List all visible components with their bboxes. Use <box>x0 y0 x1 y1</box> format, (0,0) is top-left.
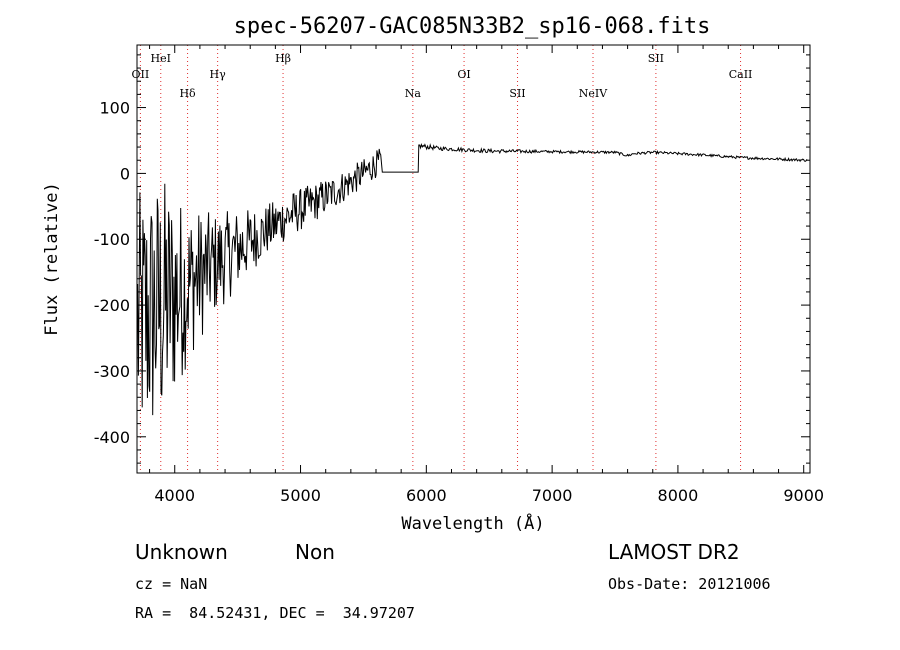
y-axis-ticks: -400 -300 -200 -100 0 100 <box>94 54 810 464</box>
emission-line-label: Hδ <box>179 87 196 100</box>
emission-line-label: SII <box>509 87 525 100</box>
emission-line-label: NeIV <box>579 87 608 100</box>
observation-date: Obs-Date: 20121006 <box>608 575 771 593</box>
emission-line-label: OI <box>457 68 470 81</box>
spectrum-line <box>137 143 808 416</box>
x-tick-label: 9000 <box>783 486 824 505</box>
emission-line-label: Na <box>405 87 422 100</box>
chart-title: spec-56207-GAC085N33B2_sp16-068.fits <box>234 14 711 39</box>
x-tick-label: 4000 <box>154 486 195 505</box>
spectral-subclass: Non <box>295 540 335 564</box>
x-tick-label: 5000 <box>280 486 321 505</box>
emission-line-label: OII <box>132 68 150 81</box>
x-tick-label: 6000 <box>406 486 447 505</box>
y-tick-label: -200 <box>94 296 130 315</box>
plot-frame <box>136 44 811 474</box>
y-axis-label: Flux (relative) <box>42 182 62 336</box>
spectral-class: Unknown <box>135 540 228 564</box>
emission-line-label: CaII <box>729 68 753 81</box>
spectrum-series <box>137 143 808 416</box>
survey-name: LAMOST DR2 <box>608 540 740 564</box>
y-tick-label: -400 <box>94 428 130 447</box>
emission-line-label: SII <box>648 52 664 65</box>
x-tick-label: 8000 <box>658 486 699 505</box>
y-tick-label: -100 <box>94 230 130 249</box>
coordinates: RA = 84.52431, DEC = 34.97207 <box>135 604 415 622</box>
x-axis-label: Wavelength (Å) <box>401 512 544 534</box>
x-tick-label: 7000 <box>532 486 573 505</box>
emission-line-label: Hγ <box>210 68 227 81</box>
y-tick-label: 100 <box>99 99 130 118</box>
redshift-cz: cz = NaN <box>135 575 208 593</box>
y-tick-label: -300 <box>94 362 130 381</box>
x-axis-ticks: 4000 5000 6000 7000 8000 9000 <box>149 45 824 505</box>
emission-line-label: Hβ <box>275 52 291 65</box>
emission-line-label: HeI <box>151 52 171 65</box>
y-tick-label: 0 <box>120 164 130 183</box>
